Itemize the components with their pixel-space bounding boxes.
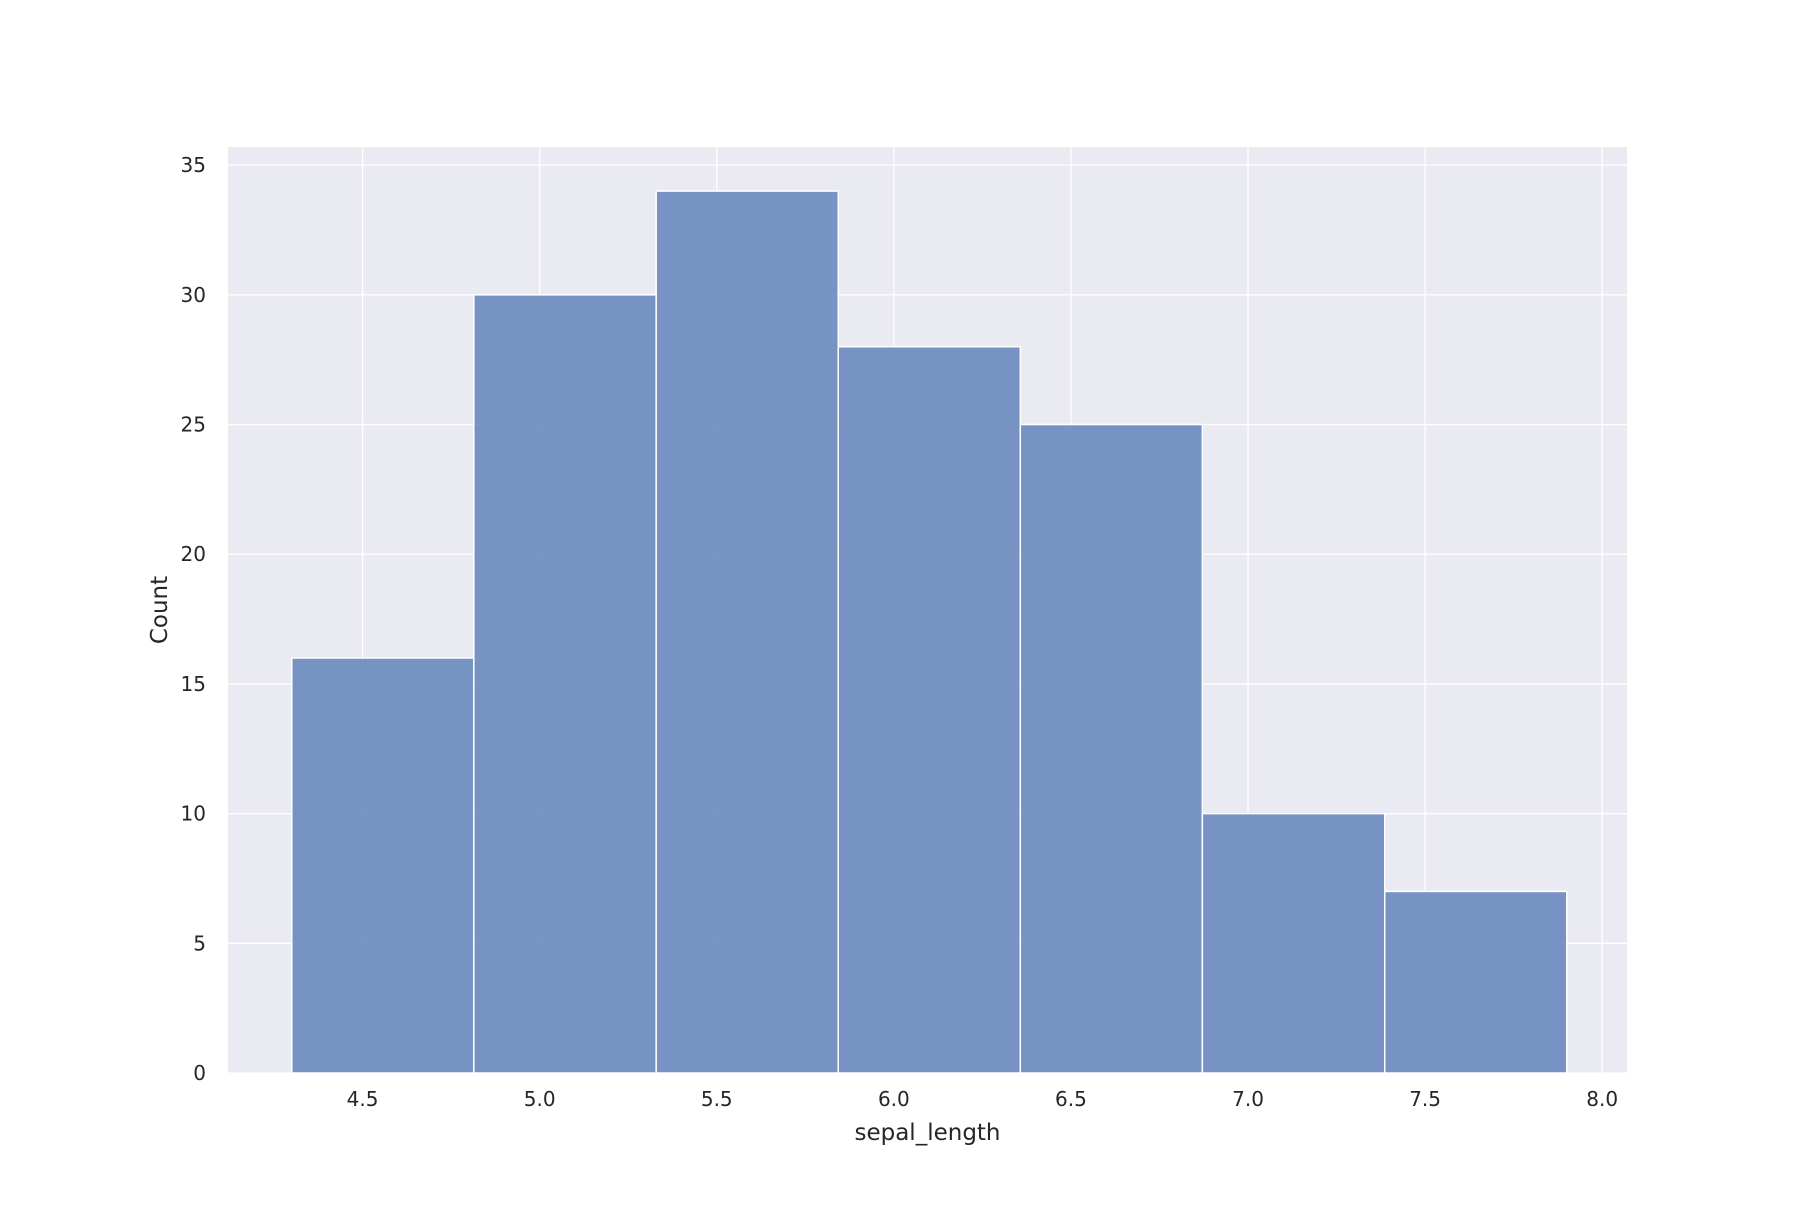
- y-tick-label: 25: [181, 413, 206, 437]
- x-tick-label: 5.5: [701, 1087, 733, 1111]
- histogram-bar: [837, 345, 1022, 1074]
- x-tick-label: 6.5: [1055, 1087, 1087, 1111]
- y-tick-labels: 0 5 10 15 20 25 30 35: [181, 153, 206, 1085]
- histogram-bar: [655, 190, 839, 1074]
- y-tick-label: 5: [193, 931, 206, 955]
- histogram-bar: [291, 657, 475, 1074]
- x-tick-labels: 4.5 5.0 5.5 6.0 6.5 7.0 7.5 8.0: [347, 1087, 1618, 1111]
- x-tick-label: 7.5: [1409, 1087, 1441, 1111]
- x-tick-label: 8.0: [1586, 1087, 1618, 1111]
- histogram-bar: [473, 294, 657, 1074]
- y-tick-label: 30: [181, 283, 206, 307]
- histogram-bar: [1019, 423, 1204, 1074]
- y-tick-label: 10: [181, 802, 206, 826]
- y-tick-label: 20: [181, 542, 206, 566]
- y-tick-label: 15: [181, 672, 206, 696]
- histogram-bars: [291, 190, 1568, 1074]
- x-tick-label: 5.0: [524, 1087, 556, 1111]
- y-tick-label: 0: [193, 1061, 206, 1085]
- x-tick-label: 6.0: [878, 1087, 910, 1111]
- histogram-bar: [1383, 890, 1568, 1074]
- x-tick-label: 7.0: [1232, 1087, 1264, 1111]
- x-tick-label: 4.5: [347, 1087, 379, 1111]
- y-axis-label: Count: [147, 576, 173, 644]
- y-tick-label: 35: [181, 153, 206, 177]
- x-axis-label: sepal_length: [854, 1120, 1000, 1146]
- histogram-bar: [1201, 812, 1386, 1074]
